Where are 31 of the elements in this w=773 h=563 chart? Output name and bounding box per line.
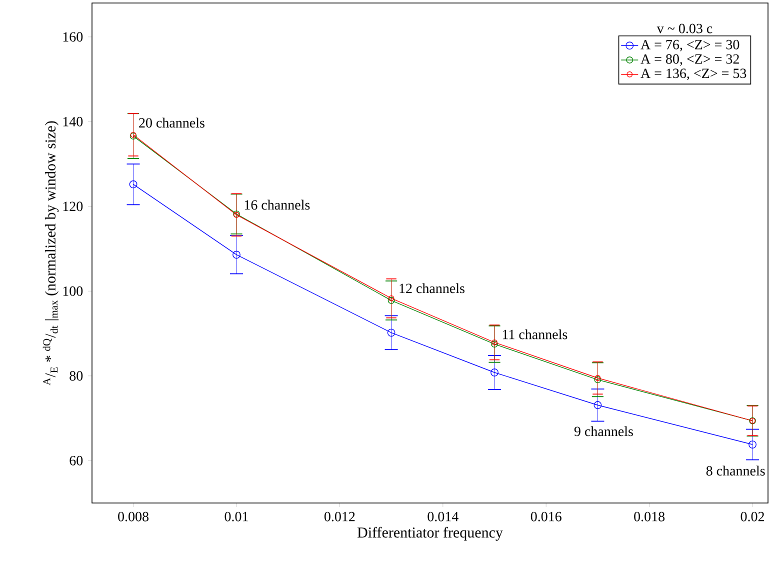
annotation: 12 channels (400, 283, 464, 294)
point (748, 440, 756, 448)
annotation: 11 channels (502, 329, 568, 340)
annotation: 20 channels (139, 118, 204, 128)
y-tick-label: 80 (70, 371, 83, 381)
y-tick-label: 120 (63, 202, 83, 212)
annotation: 8 channels (706, 466, 765, 476)
legend-label: A = 80, <Z> = 32 (640, 54, 739, 66)
y-tick-label: 140 (63, 116, 83, 126)
annotation: 9 channels (574, 426, 633, 436)
y-tick-label: 60 (70, 456, 83, 466)
point (387, 328, 396, 337)
x-tick-label: 0.016 (530, 512, 562, 522)
x-tick-label: 0.014 (428, 512, 458, 522)
x-tick-label: 0.02 (740, 512, 764, 522)
point (594, 401, 602, 410)
y-tick-label: 160 (63, 32, 83, 42)
x-tick-label: 0.01 (224, 512, 248, 522)
y-tick-label: 100 (63, 286, 83, 296)
point (129, 180, 138, 188)
point (490, 368, 498, 376)
point (232, 250, 240, 259)
x-axis-title: Differentiator frequency (357, 526, 503, 541)
x-tick-label: 0.018 (634, 512, 665, 522)
legend-label: A = 136, <Z> = 53 (640, 68, 746, 80)
legend-label: A = 76, <Z> = 30 (640, 40, 740, 52)
legend-title: v ~ 0.03 c (656, 24, 712, 34)
x-tick-label: 0.008 (118, 512, 149, 522)
text: $^{A}$/$_{E}$ * $^{dQ}$/$_{dt}$ |$_{max}$ (normalized by window size) (42, 121, 59, 386)
annotation: 16 channels (244, 200, 310, 210)
x-tick-label: 0.012 (324, 512, 355, 522)
